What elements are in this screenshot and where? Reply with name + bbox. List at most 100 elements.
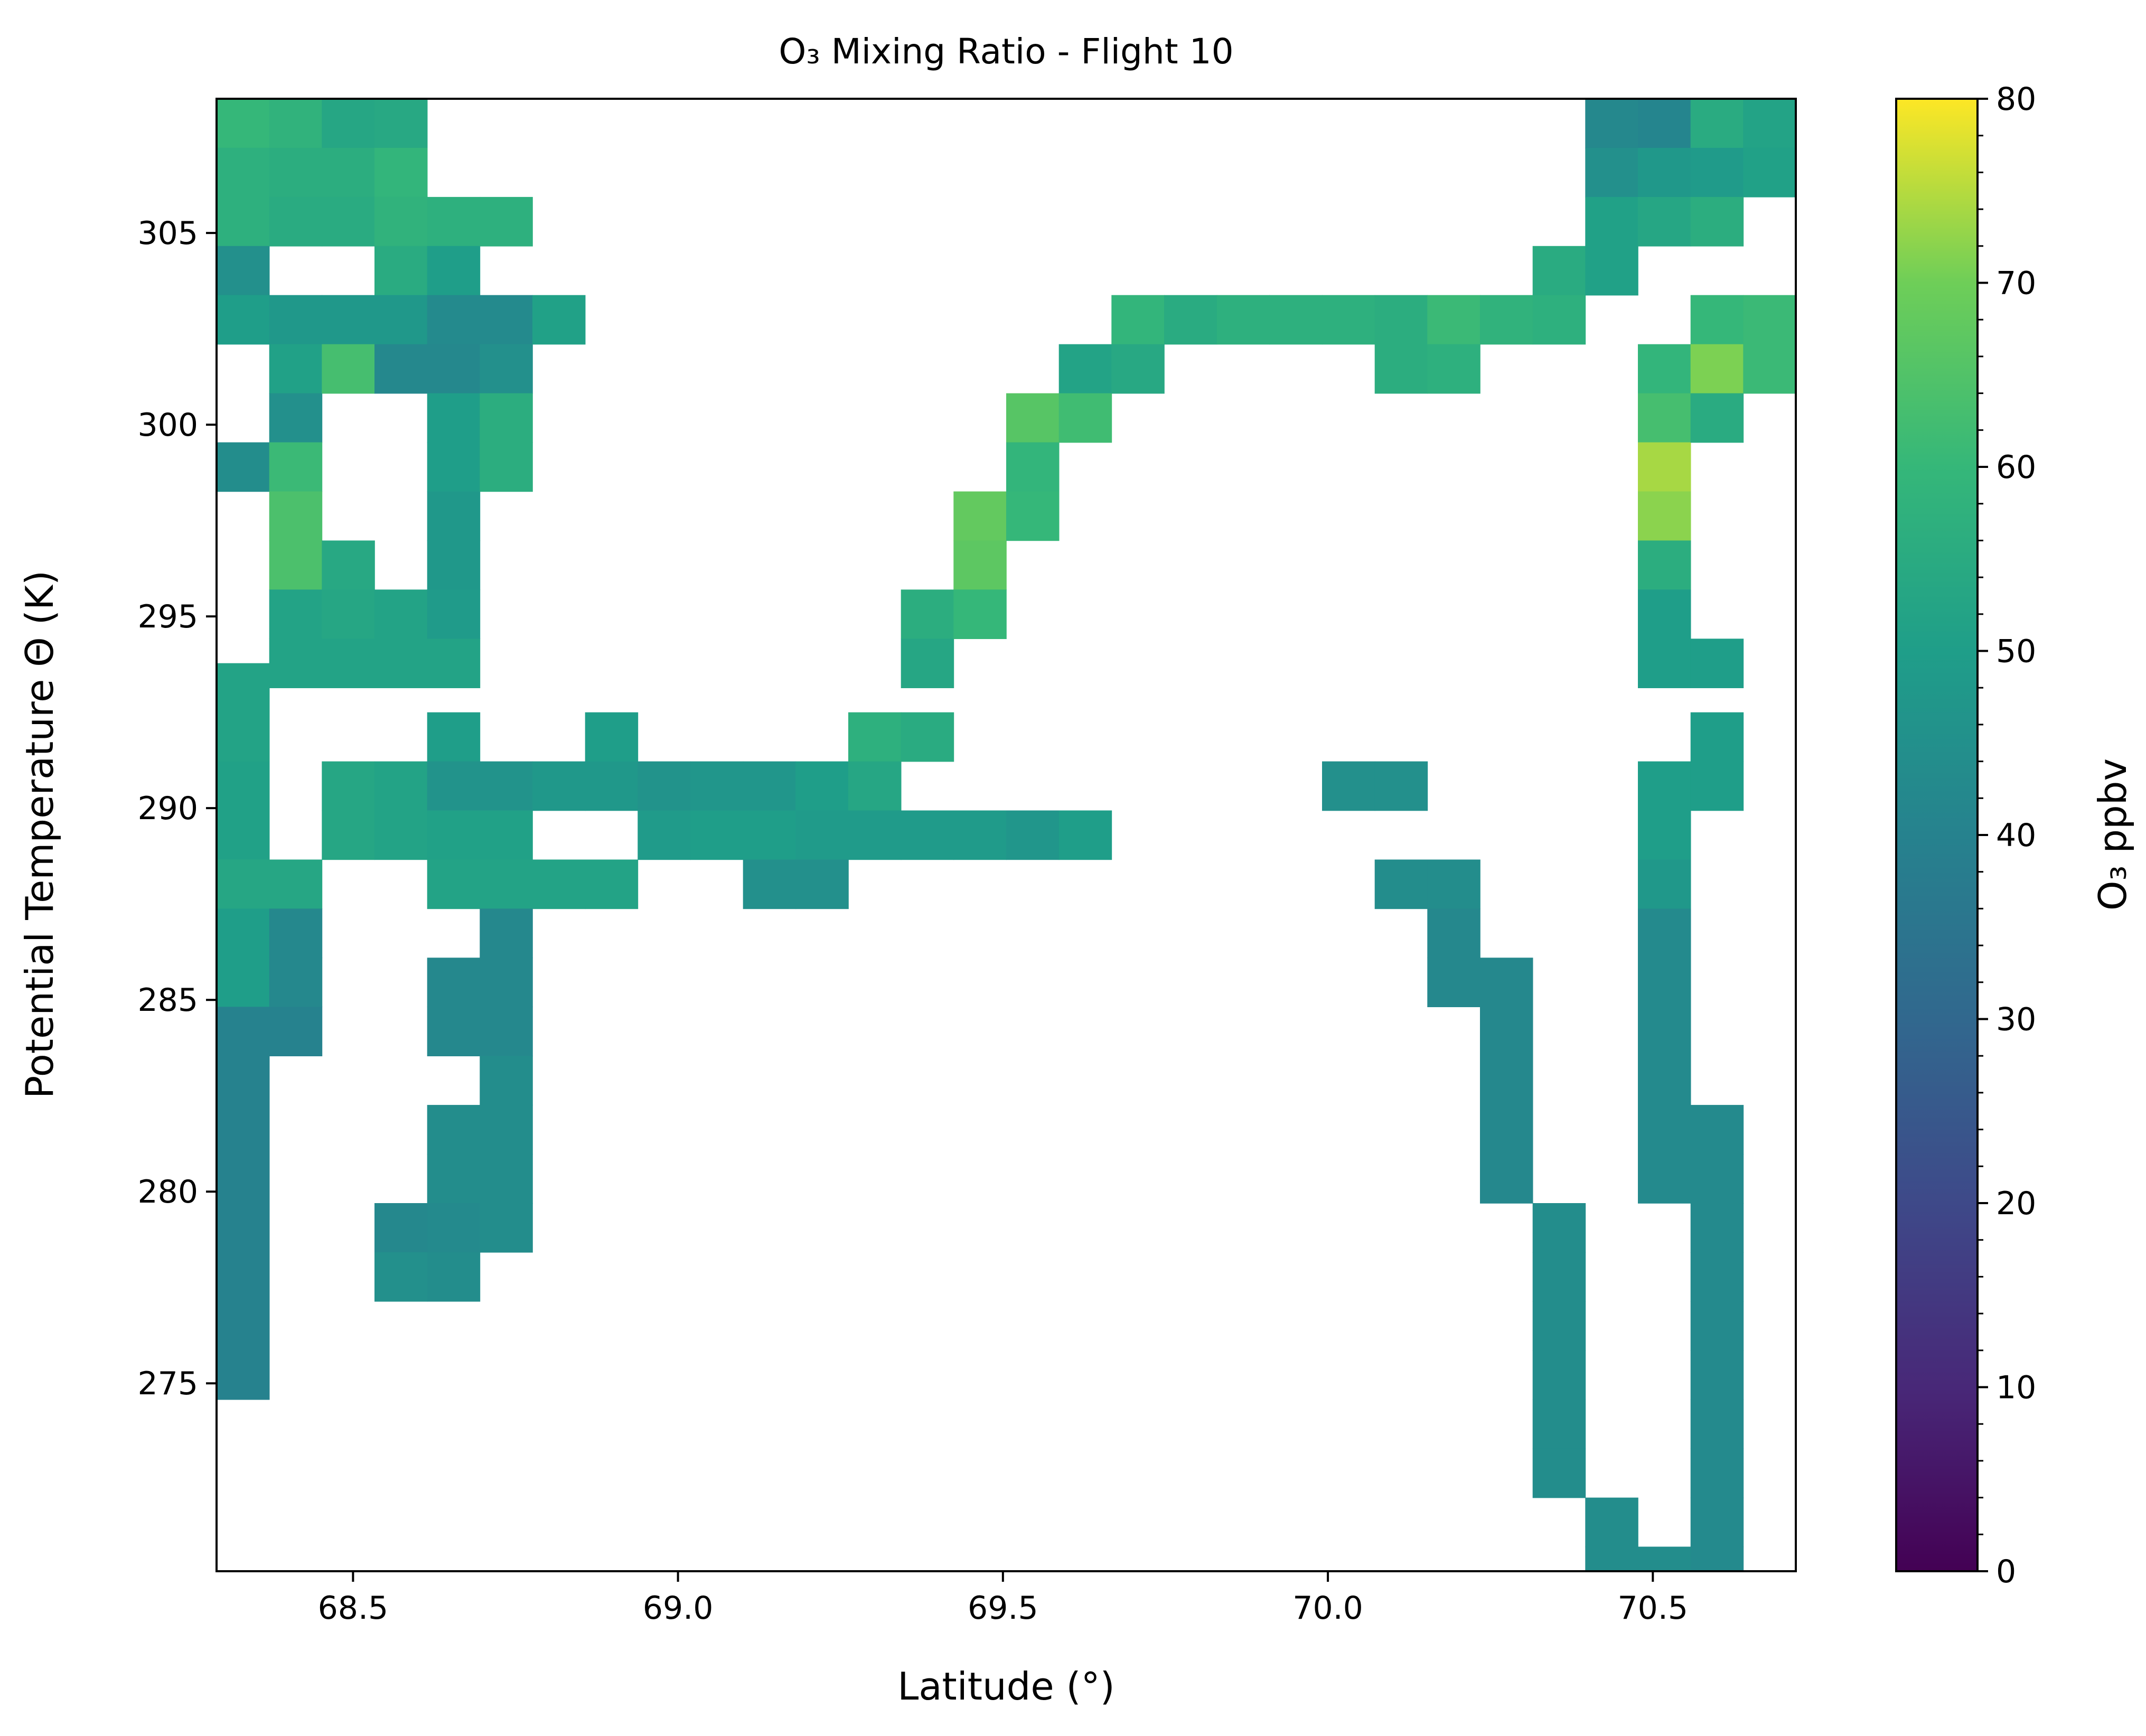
heatmap-cell: [427, 859, 481, 909]
colorbar: [1895, 98, 1979, 1572]
heatmap-cell: [217, 663, 270, 713]
y-tick-label: 275: [137, 1365, 198, 1402]
heatmap-cell: [532, 859, 586, 909]
heatmap-cell: [480, 344, 533, 394]
heatmap-cell: [217, 1252, 270, 1302]
heatmap-cell: [1532, 1448, 1586, 1498]
heatmap-cell: [1638, 908, 1691, 959]
heatmap-cells: [217, 50, 1796, 1571]
heatmap-cell: [1216, 295, 1270, 345]
heatmap-cell: [322, 540, 375, 590]
heatmap-cell: [217, 1056, 270, 1105]
chart-title: O₃ Mixing Ratio - Flight 10: [779, 31, 1233, 72]
heatmap-cell: [322, 344, 375, 394]
heatmap-cell: [1638, 99, 1691, 148]
heatmap-cell: [374, 810, 428, 860]
heatmap-cell: [1427, 859, 1480, 909]
heatmap-cell: [1532, 1350, 1586, 1400]
heatmap-cell: [427, 540, 481, 590]
heatmap-cell: [269, 147, 323, 198]
heatmap-cell: [427, 344, 481, 394]
colorbar-axis: 0 10 20 30 40 50 60 70 80: [1978, 81, 2036, 1590]
heatmap-cell: [1480, 958, 1533, 1007]
heatmap-cell: [427, 1007, 481, 1056]
colorbar-tick-label: 20: [1996, 1185, 2036, 1222]
heatmap-cell: [848, 761, 902, 811]
heatmap-cell: [1638, 810, 1691, 860]
y-tick-label: 300: [137, 407, 198, 444]
heatmap-cell: [585, 859, 639, 909]
heatmap-cell: [427, 1252, 481, 1302]
heatmap-cell: [374, 344, 428, 394]
heatmap-cell: [1322, 295, 1375, 345]
heatmap-cell: [1690, 295, 1744, 345]
heatmap-cell: [1006, 442, 1060, 492]
heatmap-cell: [322, 99, 375, 148]
heatmap-cell: [901, 810, 954, 860]
heatmap-cell: [532, 761, 586, 811]
heatmap-cell: [901, 639, 954, 688]
heatmap-cell: [427, 393, 481, 443]
x-tick-label: 70.5: [1618, 1590, 1689, 1627]
y-tick-label: 280: [137, 1174, 198, 1210]
heatmap-cell: [1690, 1350, 1744, 1400]
heatmap-cell: [269, 958, 323, 1007]
heatmap-cell: [1638, 859, 1691, 909]
heatmap-cell: [269, 50, 323, 99]
heatmap-cell: [217, 859, 270, 909]
heatmap-cell: [374, 1203, 428, 1253]
heatmap-cell: [480, 761, 533, 811]
heatmap-cell: [374, 761, 428, 811]
heatmap-cell: [1532, 246, 1586, 296]
y-tick-label: 285: [137, 982, 198, 1019]
heatmap-cell: [374, 589, 428, 639]
heatmap-cell: [269, 295, 323, 345]
y-tick-label: 290: [137, 790, 198, 827]
heatmap-cell: [1585, 196, 1638, 247]
heatmap-cell: [1269, 295, 1323, 345]
heatmap-cell: [1058, 810, 1112, 860]
heatmap-cell: [1690, 1203, 1744, 1253]
heatmap-cell: [427, 810, 481, 860]
heatmap-cell: [953, 540, 1007, 590]
heatmap-cell: [1532, 1252, 1586, 1302]
heatmap-cell: [480, 810, 533, 860]
heatmap-cell: [1638, 1546, 1691, 1571]
heatmap-cell: [901, 589, 954, 639]
heatmap-cell: [953, 491, 1007, 541]
heatmap-cell: [217, 908, 270, 959]
heatmap-cell: [1690, 1252, 1744, 1302]
heatmap-cell: [217, 1007, 270, 1056]
heatmap-cell: [1638, 589, 1691, 639]
heatmap-cell: [1690, 99, 1744, 148]
heatmap-cell: [427, 491, 481, 541]
heatmap-cell: [532, 295, 586, 345]
heatmap-cell: [1006, 491, 1060, 541]
heatmap-cell: [427, 246, 481, 296]
heatmap-cell: [269, 393, 323, 443]
heatmap-cell: [269, 442, 323, 492]
heatmap-cell: [848, 810, 902, 860]
heatmap-cell: [480, 958, 533, 1007]
heatmap-cell: [901, 712, 954, 762]
y-tick-label: 305: [137, 215, 198, 252]
heatmap-cell: [1058, 344, 1112, 394]
heatmap-cell: [795, 761, 849, 811]
heatmap-cell: [217, 1301, 270, 1351]
heatmap-cell: [322, 589, 375, 639]
heatmap-cell: [1164, 295, 1217, 345]
heatmap-cell: [217, 1154, 270, 1204]
heatmap-cell: [374, 246, 428, 296]
heatmap-cell: [322, 810, 375, 860]
heatmap-cell: [1690, 1301, 1744, 1351]
heatmap-cell: [217, 761, 270, 811]
heatmap-cell: [217, 1203, 270, 1253]
heatmap-cell: [427, 295, 481, 345]
heatmap-cell: [1638, 344, 1691, 394]
heatmap-cell: [374, 196, 428, 247]
heatmap-cell: [743, 859, 796, 909]
colorbar-tick-label: 70: [1996, 265, 2036, 302]
colorbar-tick-label: 10: [1996, 1369, 2036, 1406]
heatmap-cell: [1743, 99, 1796, 148]
